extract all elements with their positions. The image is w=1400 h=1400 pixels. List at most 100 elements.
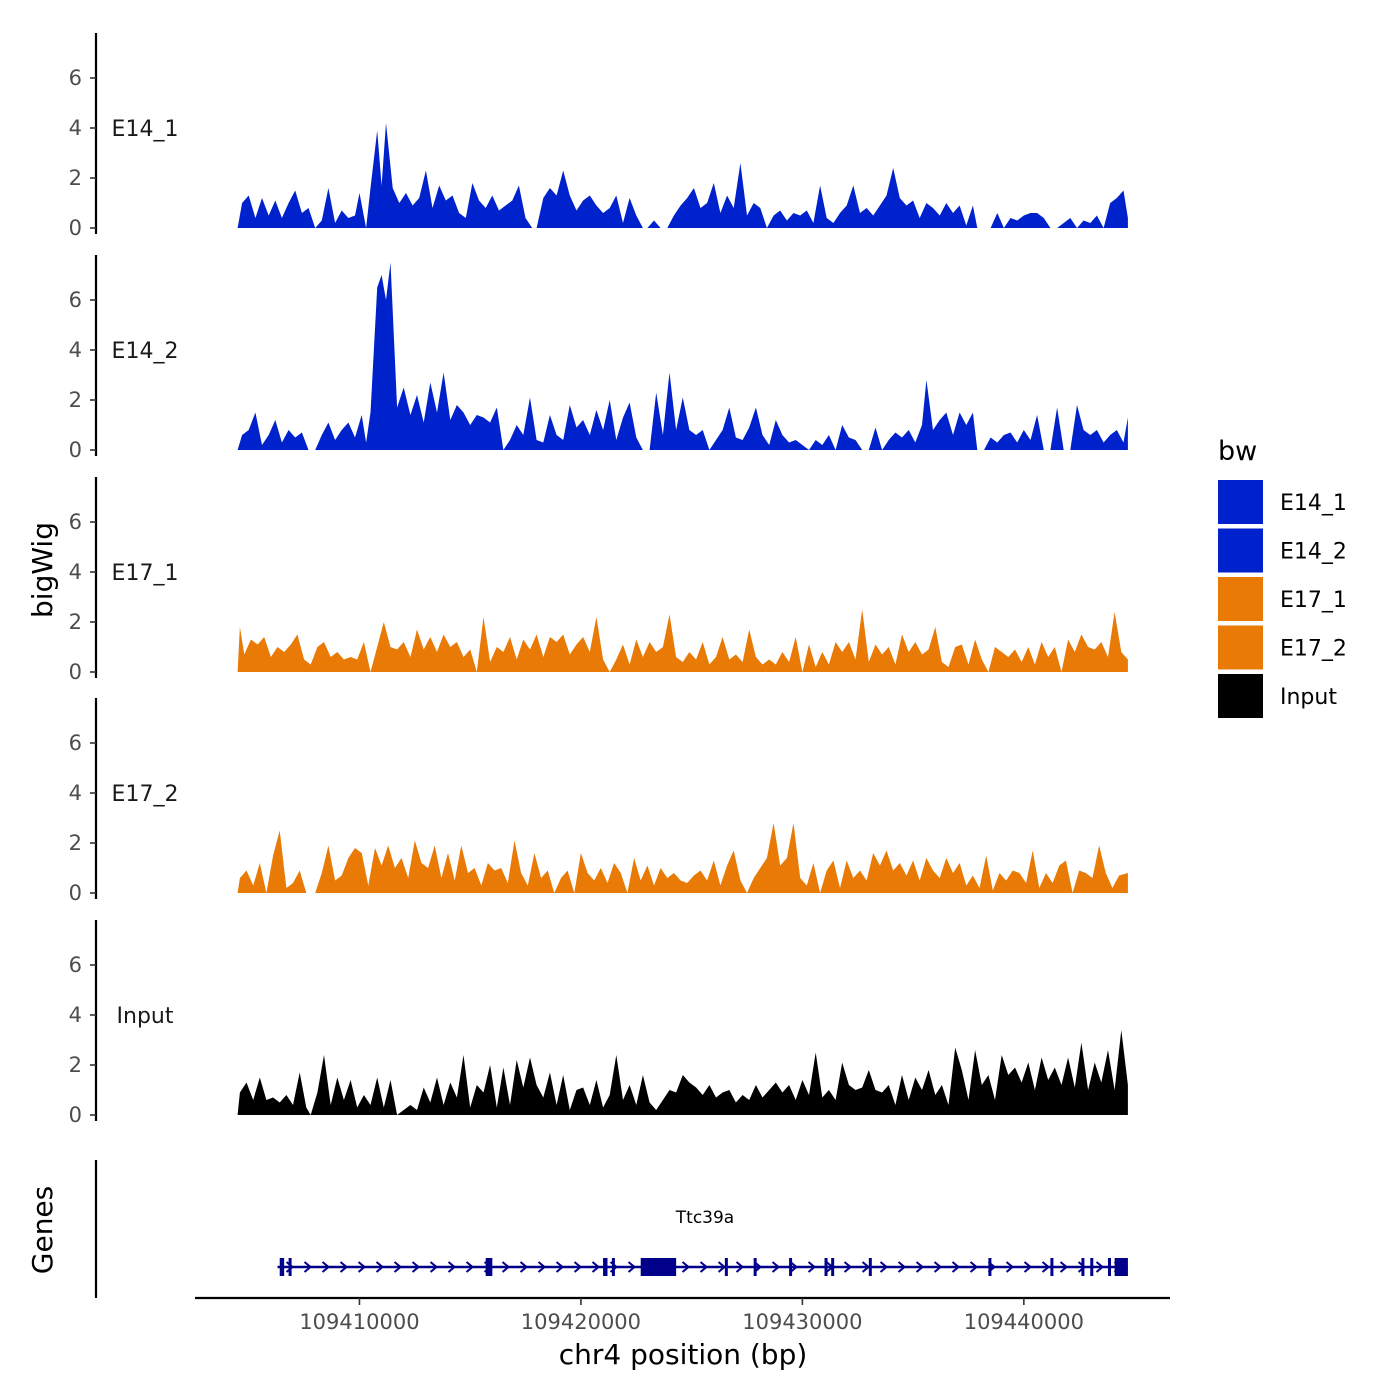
track-E14_1: 0 2 4 6 E14_1 — [69, 33, 1128, 240]
coverage-area-E14_1 — [237, 123, 1128, 228]
strand-arrow — [519, 1261, 529, 1273]
y-tick-label: 0 — [69, 881, 82, 905]
strand-arrow — [915, 1261, 925, 1273]
coverage-area-Input — [237, 1030, 1128, 1115]
y-tick-label: 4 — [69, 781, 82, 805]
legend: E14_1 E14_2 E17_1 E17_2 Input — [1218, 480, 1347, 718]
strand-arrow — [699, 1261, 709, 1273]
gene-name: Ttc39a — [675, 1208, 734, 1228]
gene-exon — [1114, 1258, 1128, 1276]
strand-arrow — [861, 1261, 871, 1273]
y-tick-label: 0 — [69, 660, 82, 684]
x-tick-label: 109440000 — [964, 1310, 1084, 1334]
strand-arrow — [933, 1261, 943, 1273]
coverage-area-E14_2 — [237, 262, 1128, 450]
y-tick-label: 2 — [69, 1053, 82, 1077]
gene-exon — [753, 1258, 757, 1276]
y-tick-label: 6 — [69, 288, 82, 312]
strand-arrow — [771, 1261, 781, 1273]
gene-exon — [824, 1258, 828, 1276]
strand-arrow — [897, 1261, 907, 1273]
y-tick-label: 0 — [69, 1103, 82, 1127]
track-panels: 0 2 4 6 E14_1 0 2 4 6 E14_2 0 2 4 6 E17_1 0 2 4 6 E17_2 0 2 4 6… — [69, 33, 1128, 1127]
y-tick-label: 2 — [69, 610, 82, 634]
strand-arrow — [879, 1261, 889, 1273]
strand-arrow — [1041, 1261, 1051, 1273]
gene-exon — [279, 1258, 285, 1276]
strand-arrow — [951, 1261, 961, 1273]
track-E17_2: 0 2 4 6 E17_2 — [69, 698, 1128, 905]
y-tick-label: 2 — [69, 831, 82, 855]
strand-arrow — [555, 1261, 565, 1273]
y-tick-label: 2 — [69, 388, 82, 412]
gene-exon — [611, 1258, 615, 1276]
strand-arrow — [357, 1261, 367, 1273]
y-tick-label: 4 — [69, 560, 82, 584]
track-label: E17_1 — [112, 561, 179, 586]
y-tick-label: 2 — [69, 166, 82, 190]
strand-arrow — [789, 1261, 799, 1273]
gene-exon — [640, 1258, 677, 1276]
strand-arrow — [465, 1261, 475, 1273]
legend-swatch — [1218, 625, 1263, 670]
gene-exon — [288, 1258, 292, 1276]
strand-arrow — [627, 1261, 637, 1273]
strand-arrow — [807, 1261, 817, 1273]
y-tick-label: 6 — [69, 510, 82, 534]
track-label: E17_2 — [112, 782, 179, 807]
gene-exon — [485, 1258, 493, 1276]
strand-arrow — [429, 1261, 439, 1273]
strand-arrow — [393, 1261, 403, 1273]
strand-arrow — [501, 1261, 511, 1273]
strand-arrow — [969, 1261, 979, 1273]
gene-exon — [868, 1258, 872, 1276]
strand-arrow — [681, 1261, 691, 1273]
x-tick-label: 109410000 — [299, 1310, 419, 1334]
legend-label: E17_2 — [1280, 637, 1347, 662]
strand-arrow — [447, 1261, 457, 1273]
strand-arrow — [735, 1261, 745, 1273]
strand-arrow — [717, 1261, 727, 1273]
track-label: Input — [117, 1004, 174, 1029]
legend-swatch — [1218, 528, 1263, 573]
strand-arrow — [591, 1261, 601, 1273]
gene-exon — [831, 1258, 835, 1276]
strand-arrow — [321, 1261, 331, 1273]
track-E17_1: 0 2 4 6 E17_1 — [69, 477, 1128, 684]
coverage-area-E17_2 — [237, 823, 1128, 893]
strand-arrow — [843, 1261, 853, 1273]
strand-arrow — [1005, 1261, 1015, 1273]
strand-arrow — [1023, 1261, 1033, 1273]
strand-arrow — [375, 1261, 385, 1273]
track-label: E14_1 — [112, 117, 179, 142]
x-tick-label: 109420000 — [521, 1310, 641, 1334]
legend-label: Input — [1280, 685, 1337, 710]
x-axis-title: chr4 position (bp) — [559, 1338, 808, 1371]
strand-arrow — [573, 1261, 583, 1273]
track-label: E14_2 — [112, 339, 179, 364]
strand-arrow — [411, 1261, 421, 1273]
legend-title: bw — [1218, 436, 1257, 467]
y-axis-title: bigWig — [26, 522, 59, 618]
y-tick-label: 4 — [69, 1003, 82, 1027]
gene-exon — [789, 1258, 793, 1276]
legend-swatch — [1218, 480, 1263, 524]
y-tick-label: 6 — [69, 66, 82, 90]
gene-exon — [1090, 1258, 1094, 1276]
track-E14_2: 0 2 4 6 E14_2 — [69, 255, 1128, 462]
y-tick-label: 0 — [69, 216, 82, 240]
coverage-area-E17_1 — [237, 609, 1128, 672]
strand-arrow — [1059, 1261, 1069, 1273]
genes-track: Ttc39a — [94, 1160, 1128, 1298]
strand-arrow — [285, 1261, 295, 1273]
strand-arrow — [537, 1261, 547, 1273]
x-axis: 109410000 109420000 109430000 109440000 — [195, 1296, 1170, 1334]
y-tick-label: 6 — [69, 953, 82, 977]
strand-arrow — [1095, 1261, 1105, 1273]
y-tick-label: 0 — [69, 438, 82, 462]
x-tick-label: 109430000 — [742, 1310, 862, 1334]
gene-exon — [988, 1258, 992, 1276]
track-Input: 0 2 4 6 Input — [69, 920, 1128, 1127]
legend-swatch — [1218, 674, 1263, 718]
